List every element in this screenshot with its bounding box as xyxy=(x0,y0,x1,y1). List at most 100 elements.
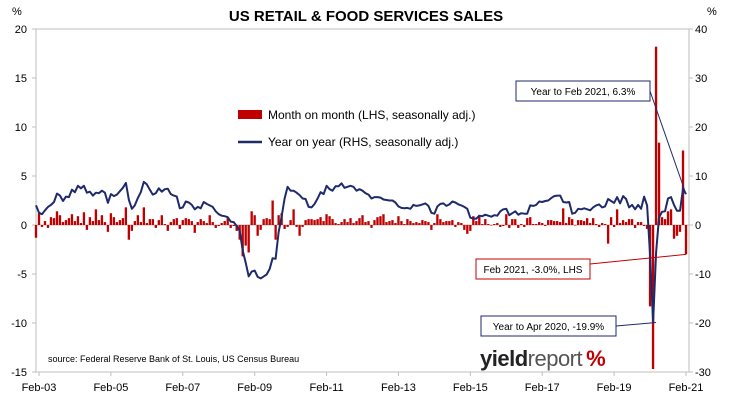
mom-bar xyxy=(241,225,244,257)
mom-bar xyxy=(343,219,346,225)
mom-bar xyxy=(663,219,667,225)
mom-bar xyxy=(145,223,148,225)
mom-bar xyxy=(654,46,658,225)
mom-bar xyxy=(319,217,322,225)
mom-bar xyxy=(412,223,415,225)
mom-bar xyxy=(493,224,496,225)
mom-bar xyxy=(52,218,56,225)
mom-bar xyxy=(325,214,328,225)
x-axis-tick-label: Feb-15 xyxy=(453,382,488,394)
mom-bar xyxy=(669,209,673,225)
mom-bar xyxy=(271,200,274,225)
mom-bar xyxy=(594,224,598,225)
mom-bar xyxy=(454,225,457,227)
mom-bar xyxy=(193,225,196,233)
mom-bar xyxy=(181,220,184,225)
mom-bar xyxy=(247,225,250,253)
left-axis-tick-label: 5 xyxy=(21,171,27,183)
mom-bar xyxy=(660,217,664,225)
mom-bar xyxy=(633,225,637,228)
mom-bar xyxy=(427,222,430,225)
mom-bar xyxy=(115,222,119,225)
mom-bar xyxy=(508,225,511,228)
mom-bar xyxy=(451,220,454,225)
mom-bar xyxy=(34,225,38,238)
brand-report: report xyxy=(528,346,583,371)
mom-bar xyxy=(163,224,166,225)
right-axis-tick-label: 40 xyxy=(695,24,707,36)
mom-bar xyxy=(403,224,406,225)
mom-bar xyxy=(205,223,208,225)
mom-bar xyxy=(603,224,607,225)
x-axis-tick-label: Feb-11 xyxy=(310,382,344,394)
mom-bar xyxy=(472,216,475,225)
mom-bar xyxy=(37,213,41,225)
mom-bar xyxy=(406,219,409,225)
mom-bar xyxy=(82,212,86,225)
mom-bar xyxy=(511,219,514,225)
mom-bar xyxy=(64,220,68,225)
mom-bar xyxy=(334,223,337,225)
mom-bar xyxy=(121,218,125,225)
mom-bar xyxy=(118,220,122,225)
mom-bar xyxy=(433,223,436,225)
mom-bar xyxy=(346,222,349,225)
left-axis-tick-label: 10 xyxy=(15,122,27,134)
mom-bar xyxy=(499,225,502,227)
mom-bar xyxy=(283,225,286,229)
mom-bar xyxy=(223,221,226,225)
mom-bar xyxy=(514,219,517,225)
mom-bar xyxy=(277,215,280,225)
annotation-box xyxy=(475,258,591,280)
mom-bar xyxy=(49,217,53,225)
mom-bar xyxy=(112,217,116,225)
mom-bar xyxy=(70,214,74,225)
mom-bar xyxy=(313,220,316,225)
mom-bar xyxy=(151,219,154,225)
mom-bar xyxy=(148,219,151,225)
mom-bar xyxy=(505,214,508,225)
left-axis-unit: % xyxy=(12,6,22,18)
mom-bar xyxy=(94,209,98,225)
legend: Month on month (LHS, seasonally adj.) Ye… xyxy=(238,108,475,149)
mom-bar xyxy=(678,225,682,232)
mom-bar xyxy=(574,225,577,226)
mom-bar xyxy=(58,215,62,225)
mom-bar xyxy=(556,221,559,225)
mom-bar xyxy=(448,221,451,225)
chart-title: US RETAIL & FOOD SERVICES SALES xyxy=(229,8,503,25)
mom-bar xyxy=(229,225,232,228)
annotation-box xyxy=(480,315,617,337)
mom-bar xyxy=(612,225,616,227)
mom-bar xyxy=(379,216,382,225)
right-axis-unit: % xyxy=(707,6,717,18)
mom-bar xyxy=(466,225,469,234)
mom-bar xyxy=(568,217,571,225)
mom-bar xyxy=(142,207,146,225)
mom-bar xyxy=(331,219,334,225)
x-axis-tick-label: Feb-05 xyxy=(93,382,128,394)
mom-bar xyxy=(259,225,262,230)
mom-bar xyxy=(385,222,388,225)
mom-bar xyxy=(358,218,361,225)
mom-bar xyxy=(109,213,113,225)
mom-bar xyxy=(217,225,220,226)
mom-bar xyxy=(445,221,448,225)
mom-bar xyxy=(61,222,65,225)
mom-bar xyxy=(421,220,424,225)
mom-bar xyxy=(220,223,223,225)
mom-bar xyxy=(439,219,442,225)
mom-bar xyxy=(481,224,484,225)
mom-bar xyxy=(490,225,493,226)
mom-bar xyxy=(373,220,376,225)
mom-bar xyxy=(250,211,253,225)
mom-bar xyxy=(529,217,532,225)
mom-bar xyxy=(651,225,655,370)
annotation-leader xyxy=(615,322,657,327)
mom-bar xyxy=(442,222,445,225)
mom-bar xyxy=(526,218,529,225)
mom-bar xyxy=(202,221,205,225)
mom-bar xyxy=(460,223,463,225)
mom-bar xyxy=(582,221,586,225)
mom-bar xyxy=(97,220,101,225)
